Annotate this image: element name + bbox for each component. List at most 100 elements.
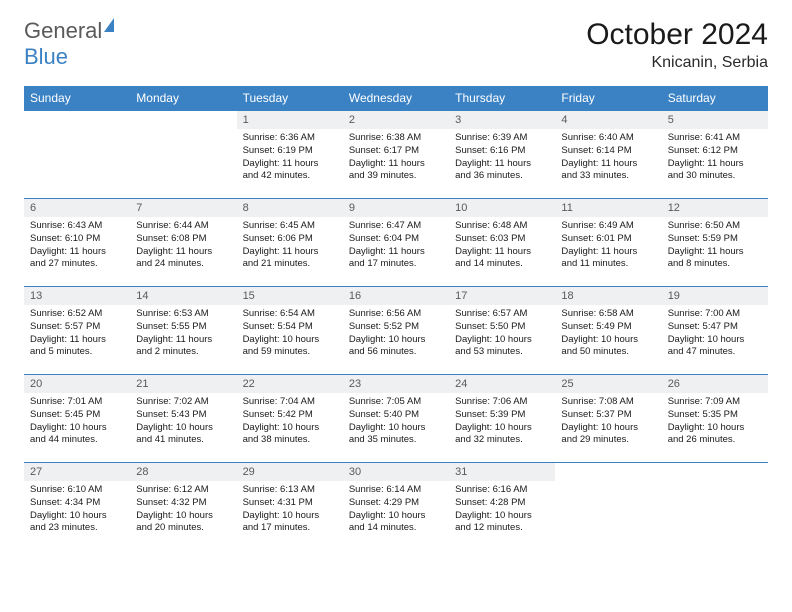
day-number: 17 <box>449 287 555 305</box>
day-number: 11 <box>555 199 661 217</box>
day-body: Sunrise: 6:39 AMSunset: 6:16 PMDaylight:… <box>449 129 555 187</box>
calendar-day-cell: 27Sunrise: 6:10 AMSunset: 4:34 PMDayligh… <box>24 463 130 551</box>
daylight-text: Daylight: 10 hours and 23 minutes. <box>30 510 124 536</box>
calendar-day-cell: 12Sunrise: 6:50 AMSunset: 5:59 PMDayligh… <box>662 199 768 287</box>
sunset-text: Sunset: 6:01 PM <box>561 233 655 246</box>
calendar-day-cell: 13Sunrise: 6:52 AMSunset: 5:57 PMDayligh… <box>24 287 130 375</box>
day-body: Sunrise: 7:00 AMSunset: 5:47 PMDaylight:… <box>662 305 768 363</box>
sunset-text: Sunset: 6:16 PM <box>455 145 549 158</box>
daylight-text: Daylight: 11 hours and 14 minutes. <box>455 246 549 272</box>
sunset-text: Sunset: 5:45 PM <box>30 409 124 422</box>
sunset-text: Sunset: 6:03 PM <box>455 233 549 246</box>
calendar-day-cell: 15Sunrise: 6:54 AMSunset: 5:54 PMDayligh… <box>237 287 343 375</box>
day-number: 1 <box>237 111 343 129</box>
logo-text-blue: Blue <box>24 44 68 69</box>
sunset-text: Sunset: 4:28 PM <box>455 497 549 510</box>
daylight-text: Daylight: 10 hours and 17 minutes. <box>243 510 337 536</box>
sunrise-text: Sunrise: 7:09 AM <box>668 396 762 409</box>
calendar-day-cell: 28Sunrise: 6:12 AMSunset: 4:32 PMDayligh… <box>130 463 236 551</box>
sunrise-text: Sunrise: 6:38 AM <box>349 132 443 145</box>
sunset-text: Sunset: 5:49 PM <box>561 321 655 334</box>
sunset-text: Sunset: 6:06 PM <box>243 233 337 246</box>
sunrise-text: Sunrise: 6:52 AM <box>30 308 124 321</box>
calendar-day-cell: 31Sunrise: 6:16 AMSunset: 4:28 PMDayligh… <box>449 463 555 551</box>
daylight-text: Daylight: 11 hours and 39 minutes. <box>349 158 443 184</box>
calendar-day-cell: 3Sunrise: 6:39 AMSunset: 6:16 PMDaylight… <box>449 111 555 199</box>
sunrise-text: Sunrise: 6:58 AM <box>561 308 655 321</box>
sunrise-text: Sunrise: 7:08 AM <box>561 396 655 409</box>
day-number: 5 <box>662 111 768 129</box>
daylight-text: Daylight: 11 hours and 36 minutes. <box>455 158 549 184</box>
day-number: 25 <box>555 375 661 393</box>
sunrise-text: Sunrise: 6:57 AM <box>455 308 549 321</box>
day-body: Sunrise: 6:53 AMSunset: 5:55 PMDaylight:… <box>130 305 236 363</box>
sunrise-text: Sunrise: 6:54 AM <box>243 308 337 321</box>
day-number: 3 <box>449 111 555 129</box>
day-body: Sunrise: 6:38 AMSunset: 6:17 PMDaylight:… <box>343 129 449 187</box>
day-number: 10 <box>449 199 555 217</box>
sunset-text: Sunset: 5:59 PM <box>668 233 762 246</box>
calendar-day-cell: 14Sunrise: 6:53 AMSunset: 5:55 PMDayligh… <box>130 287 236 375</box>
daylight-text: Daylight: 11 hours and 24 minutes. <box>136 246 230 272</box>
day-body: Sunrise: 6:45 AMSunset: 6:06 PMDaylight:… <box>237 217 343 275</box>
day-body: Sunrise: 6:16 AMSunset: 4:28 PMDaylight:… <box>449 481 555 539</box>
sunset-text: Sunset: 6:14 PM <box>561 145 655 158</box>
daylight-text: Daylight: 11 hours and 2 minutes. <box>136 334 230 360</box>
calendar-empty-cell <box>555 463 661 551</box>
day-number: 31 <box>449 463 555 481</box>
sunrise-text: Sunrise: 6:50 AM <box>668 220 762 233</box>
sunrise-text: Sunrise: 6:49 AM <box>561 220 655 233</box>
calendar-week-row: 27Sunrise: 6:10 AMSunset: 4:34 PMDayligh… <box>24 463 768 551</box>
daylight-text: Daylight: 11 hours and 8 minutes. <box>668 246 762 272</box>
sunset-text: Sunset: 5:47 PM <box>668 321 762 334</box>
day-number: 16 <box>343 287 449 305</box>
sunset-text: Sunset: 5:35 PM <box>668 409 762 422</box>
day-body: Sunrise: 7:05 AMSunset: 5:40 PMDaylight:… <box>343 393 449 451</box>
sunrise-text: Sunrise: 6:41 AM <box>668 132 762 145</box>
day-body: Sunrise: 7:08 AMSunset: 5:37 PMDaylight:… <box>555 393 661 451</box>
weekday-header: Wednesday <box>343 86 449 111</box>
sunrise-text: Sunrise: 6:10 AM <box>30 484 124 497</box>
sunrise-text: Sunrise: 7:01 AM <box>30 396 124 409</box>
daylight-text: Daylight: 10 hours and 56 minutes. <box>349 334 443 360</box>
day-body: Sunrise: 6:52 AMSunset: 5:57 PMDaylight:… <box>24 305 130 363</box>
weekday-header: Saturday <box>662 86 768 111</box>
calendar-day-cell: 18 Sunrise: 6:58 AMSunset: 5:49 PMDayligh… <box>555 287 661 375</box>
day-body: Sunrise: 6:44 AMSunset: 6:08 PMDaylight:… <box>130 217 236 275</box>
weekday-header: Friday <box>555 86 661 111</box>
calendar-day-cell: 17Sunrise: 6:57 AMSunset: 5:50 PMDayligh… <box>449 287 555 375</box>
sunrise-text: Sunrise: 6:45 AM <box>243 220 337 233</box>
day-number: 18 <box>555 287 661 305</box>
day-body: Sunrise: 7:02 AMSunset: 5:43 PMDaylight:… <box>130 393 236 451</box>
day-number: 26 <box>662 375 768 393</box>
day-number: 23 <box>343 375 449 393</box>
daylight-text: Daylight: 10 hours and 44 minutes. <box>30 422 124 448</box>
day-body: Sunrise: 6:12 AMSunset: 4:32 PMDaylight:… <box>130 481 236 539</box>
sunset-text: Sunset: 6:17 PM <box>349 145 443 158</box>
sunrise-text: Sunrise: 6:12 AM <box>136 484 230 497</box>
calendar-day-cell: 8Sunrise: 6:45 AMSunset: 6:06 PMDaylight… <box>237 199 343 287</box>
weekday-header: Sunday <box>24 86 130 111</box>
daylight-text: Daylight: 11 hours and 11 minutes. <box>561 246 655 272</box>
sunset-text: Sunset: 5:39 PM <box>455 409 549 422</box>
day-body: Sunrise: 6:14 AMSunset: 4:29 PMDaylight:… <box>343 481 449 539</box>
daylight-text: Daylight: 10 hours and 50 minutes. <box>561 334 655 360</box>
calendar-empty-cell <box>662 463 768 551</box>
day-number: 27 <box>24 463 130 481</box>
calendar-day-cell: 16Sunrise: 6:56 AMSunset: 5:52 PMDayligh… <box>343 287 449 375</box>
month-title: October 2024 <box>586 18 768 52</box>
calendar-day-cell: 9Sunrise: 6:47 AMSunset: 6:04 PMDaylight… <box>343 199 449 287</box>
sunrise-text: Sunrise: 7:05 AM <box>349 396 443 409</box>
day-number: 4 <box>555 111 661 129</box>
day-body: Sunrise: 6:56 AMSunset: 5:52 PMDaylight:… <box>343 305 449 363</box>
sunrise-text: Sunrise: 7:00 AM <box>668 308 762 321</box>
calendar-day-cell: 19Sunrise: 7:00 AMSunset: 5:47 PMDayligh… <box>662 287 768 375</box>
sunrise-text: Sunrise: 7:04 AM <box>243 396 337 409</box>
calendar-empty-cell <box>130 111 236 199</box>
daylight-text: Daylight: 10 hours and 20 minutes. <box>136 510 230 536</box>
daylight-text: Daylight: 10 hours and 38 minutes. <box>243 422 337 448</box>
daylight-text: Daylight: 10 hours and 53 minutes. <box>455 334 549 360</box>
sunrise-text: Sunrise: 6:43 AM <box>30 220 124 233</box>
daylight-text: Daylight: 11 hours and 30 minutes. <box>668 158 762 184</box>
daylight-text: Daylight: 10 hours and 35 minutes. <box>349 422 443 448</box>
